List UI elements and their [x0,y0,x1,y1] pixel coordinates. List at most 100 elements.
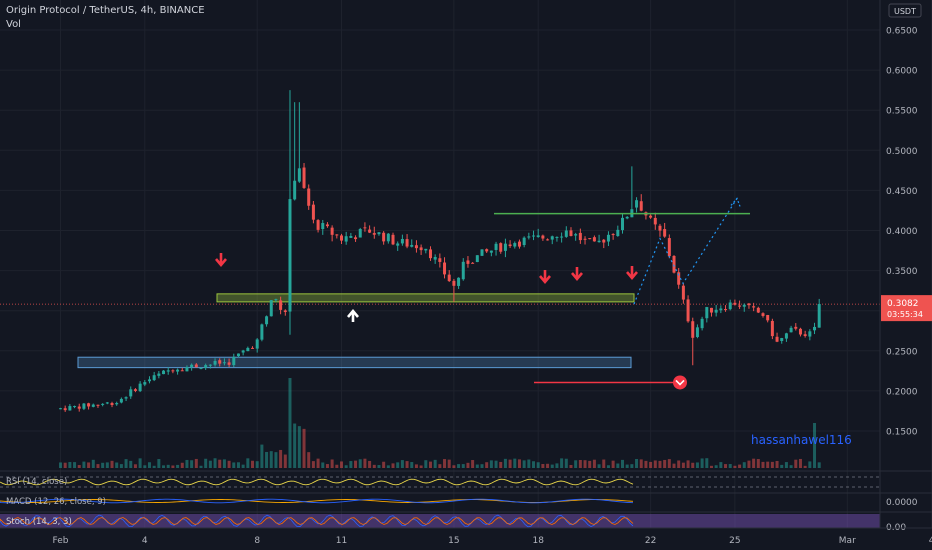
candle-body[interactable] [522,237,526,246]
candle-body[interactable] [719,308,723,311]
candle-body[interactable] [138,383,142,392]
candle-body[interactable] [246,347,250,352]
down-arrow-icon[interactable] [215,253,227,268]
candle-body[interactable] [176,369,180,372]
candle-body[interactable] [616,229,620,237]
candle-body[interactable] [227,362,231,365]
candle-body[interactable] [770,320,774,337]
candle-body[interactable] [742,304,746,307]
candle-body[interactable] [602,239,606,243]
indicator-panes[interactable]: RSI (14, close) MACD (12, 26, close, 9) St… [0,470,932,528]
candle-body[interactable] [77,406,81,409]
candle-body[interactable] [686,299,690,322]
rsi-label[interactable]: RSI (14, close) [6,477,67,487]
candle-body[interactable] [124,397,128,399]
candle-body[interactable] [199,368,203,370]
candle-body[interactable] [583,238,587,240]
candle-body[interactable] [546,239,550,241]
candle-body[interactable] [335,234,339,236]
candle-body[interactable] [307,188,311,206]
candle-body[interactable] [513,243,517,247]
candle-body[interactable] [592,237,596,242]
support-zone[interactable] [216,293,635,303]
candle-body[interactable] [82,403,86,409]
candle-body[interactable] [784,333,788,339]
candle-body[interactable] [419,247,423,251]
candle-body[interactable] [597,240,601,243]
currency-badge[interactable] [888,3,922,18]
candle-body[interactable] [68,406,72,411]
candle-body[interactable] [194,364,198,368]
candle-body[interactable] [73,406,77,408]
candle-body[interactable] [541,235,545,239]
projection-path[interactable] [633,198,738,305]
symbol-title[interactable]: Origin Protocol / TetherUS, 4h, BINANCE [6,5,205,16]
candle-body[interactable] [414,245,418,249]
candle-body[interactable] [574,234,578,236]
candle-body[interactable] [382,232,386,242]
candle-body[interactable] [709,307,713,313]
candle-body[interactable] [728,302,732,310]
candle-body[interactable] [555,236,559,238]
candle-body[interactable] [564,230,568,237]
candle-body[interactable] [241,350,245,353]
candle-body[interactable] [733,302,737,305]
candle-body[interactable] [372,233,376,235]
candle-body[interactable] [162,370,166,375]
candle-body[interactable] [302,167,306,188]
price-axis[interactable]: 0.6500 0.6000 0.5500 0.5000 0.4500 0.4000 0.35… [879,0,932,533]
candle-body[interactable] [265,316,269,325]
candle-body[interactable] [672,255,676,273]
candle-body[interactable] [747,303,751,306]
candle-body[interactable] [105,402,109,404]
candle-body[interactable] [578,232,582,241]
candle-body[interactable] [738,305,742,307]
candle-body[interactable] [433,256,437,260]
candle-body[interactable] [639,201,643,211]
macd-label[interactable]: MACD (12, 26, close, 9) [6,497,106,507]
candle-body[interactable] [813,326,817,331]
candle-body[interactable] [274,299,278,301]
candle-body[interactable] [115,403,119,405]
candle-body[interactable] [438,258,442,262]
candle-body[interactable] [649,215,653,218]
candle-body[interactable] [794,326,798,329]
candle-body[interactable] [653,217,657,225]
candle-body[interactable] [489,250,493,253]
candle-body[interactable] [667,238,671,257]
candle-body[interactable] [475,255,479,263]
candle-body[interactable] [255,339,259,349]
candle-body[interactable] [147,379,151,382]
candle-body[interactable] [279,300,283,310]
candle-body[interactable] [471,262,475,264]
candle-body[interactable] [428,249,432,259]
candle-body[interactable] [171,370,175,372]
candle-body[interactable] [681,285,685,300]
candle-body[interactable] [606,234,610,242]
candle-body[interactable] [508,244,512,247]
candles[interactable] [59,90,821,412]
candle-body[interactable] [386,233,390,242]
candle-body[interactable] [222,362,226,364]
candle-body[interactable] [180,370,184,372]
candle-body[interactable] [611,234,615,236]
candle-body[interactable] [724,309,728,311]
candle-body[interactable] [635,200,639,208]
vol-label[interactable]: Vol [6,19,21,30]
candle-body[interactable] [517,241,521,247]
lower-demand-zone[interactable] [77,356,632,369]
candle-body[interactable] [461,261,465,280]
candle-body[interactable] [756,307,760,313]
candle-body[interactable] [695,327,699,338]
candle-body[interactable] [340,235,343,241]
candle-body[interactable] [129,389,133,397]
candle-body[interactable] [625,216,629,219]
candle-body[interactable] [485,249,489,252]
candle-body[interactable] [91,404,95,407]
candle-body[interactable] [798,328,802,335]
candle-body[interactable] [260,324,264,340]
candle-body[interactable] [817,304,821,328]
candle-body[interactable] [297,168,301,182]
candle-body[interactable] [527,236,531,238]
